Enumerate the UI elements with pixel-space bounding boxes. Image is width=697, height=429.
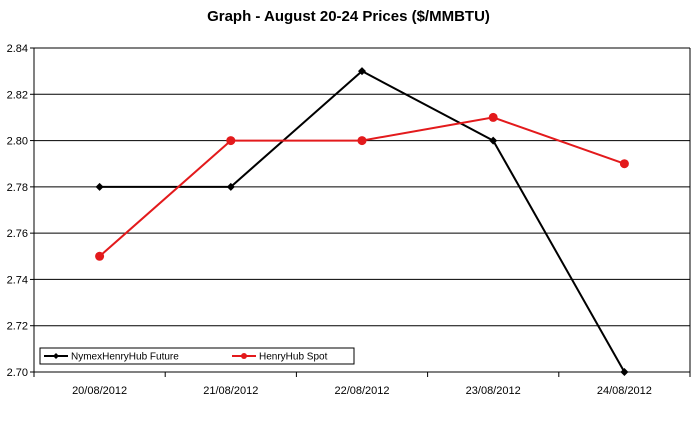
legend-label: HenryHub Spot [259,352,328,363]
legend-box [39,347,355,365]
y-tick-label: 2.72 [7,321,28,333]
legend-marker [241,353,247,359]
y-tick-label: 2.76 [7,228,28,240]
y-tick-label: 2.80 [7,136,28,148]
data-point [226,182,235,191]
data-point [95,251,105,261]
series-lines [95,67,629,376]
x-tick-label: 21/08/2012 [203,385,258,397]
data-point [619,159,629,169]
x-tick-label: 24/08/2012 [597,385,652,397]
data-point [489,136,498,145]
legend: NymexHenryHub Future HenryHub Spot [39,347,355,365]
data-point [95,182,104,191]
data-point [357,136,367,146]
data-point [358,67,366,76]
y-tick-label: 2.70 [7,367,28,379]
y-tick-label: 2.82 [7,89,28,101]
chart-title: Graph - August 20-24 Prices ($/MMBTU) [207,8,490,25]
x-tick-label: 23/08/2012 [466,385,521,397]
legend-marker [53,353,59,359]
x-tick-label: 20/08/2012 [72,385,127,397]
series-line-0 [99,69,626,373]
y-tick-label: 2.78 [7,182,28,194]
x-tick-label: 22/08/2012 [334,385,389,397]
axes: 2.70 2.72 2.74 2.76 2.78 2.80 2.82 2.84 20/08/20… [7,43,691,397]
legend-label: NymexHenryHub Future [71,352,179,363]
gridlines [34,47,690,373]
data-point [226,136,236,146]
y-tick-label: 2.84 [7,43,28,55]
data-point [488,112,498,122]
data-point [620,368,629,376]
y-tick-label: 2.74 [7,274,28,286]
